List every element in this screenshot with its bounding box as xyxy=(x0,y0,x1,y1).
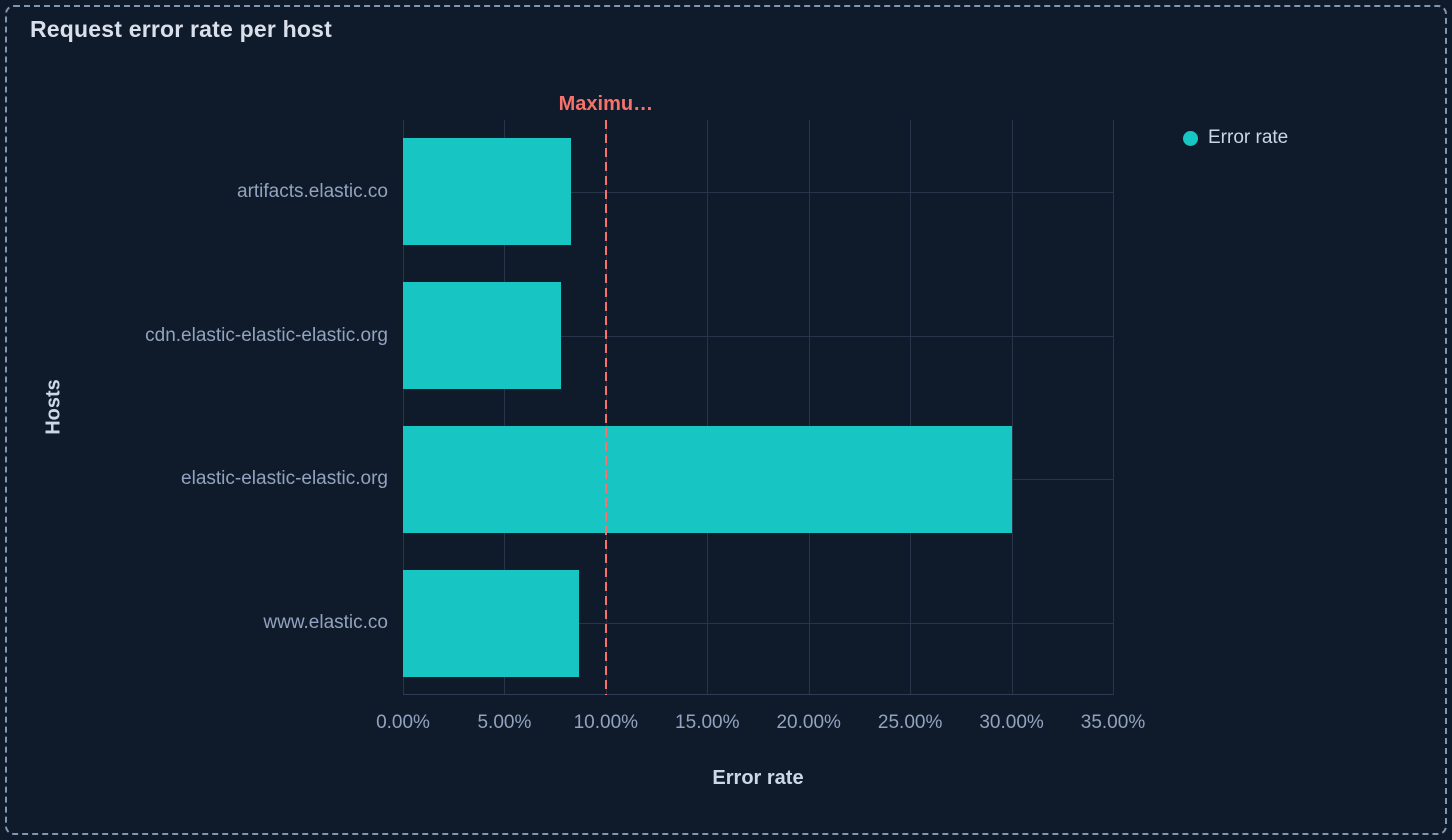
x-gridline xyxy=(1113,120,1114,695)
y-gridline xyxy=(403,623,1113,625)
legend-item-error-rate[interactable]: Error rate xyxy=(1208,127,1289,148)
y-axis-label: artifacts.elastic.co xyxy=(237,180,388,202)
y-gridline xyxy=(403,335,1113,337)
x-axis-tick-label: 20.00% xyxy=(776,712,841,733)
bar-cdn.elastic-elastic-elastic.org[interactable] xyxy=(403,282,562,390)
legend-circle-icon xyxy=(1183,130,1198,146)
x-gridline xyxy=(808,120,810,695)
x-axis-line xyxy=(403,694,1113,695)
threshold-line xyxy=(604,120,607,695)
x-axis-tick-label: 10.00% xyxy=(573,712,639,733)
x-gridline xyxy=(707,120,709,695)
x-axis-title: Error rate xyxy=(712,767,804,789)
x-axis-tick-label: 5.00% xyxy=(477,712,532,733)
x-axis-tick-label: 15.00% xyxy=(675,712,740,733)
bar-www.elastic.co[interactable] xyxy=(403,569,580,677)
x-gridline xyxy=(403,120,404,695)
y-axis-label: elastic-elastic-elastic.org xyxy=(181,468,388,490)
y-axis-label: www.elastic.co xyxy=(263,612,388,634)
x-axis-tick-label: 25.00% xyxy=(877,712,943,733)
x-axis-tick-label: 35.00% xyxy=(1080,712,1146,733)
x-gridline xyxy=(910,120,912,695)
x-gridline xyxy=(1011,120,1013,695)
y-axis-title: Hosts xyxy=(42,379,65,435)
y-axis-label: cdn.elastic-elastic-elastic.org xyxy=(145,324,388,346)
legend: Error rate xyxy=(1183,127,1288,149)
bar-elastic-elastic-elastic.org[interactable] xyxy=(403,425,1012,533)
x-gridline xyxy=(504,120,506,695)
panel-title[interactable]: Request error rate per host xyxy=(30,16,332,42)
bar-artifacts.elastic.co[interactable] xyxy=(403,138,572,246)
threshold-annotation-label: Maximu… xyxy=(558,93,654,115)
x-axis-tick-label: 30.00% xyxy=(979,712,1044,733)
y-gridline xyxy=(403,191,1113,193)
plot-area xyxy=(403,120,1114,695)
x-axis-tick-label: 0.00% xyxy=(376,712,430,733)
